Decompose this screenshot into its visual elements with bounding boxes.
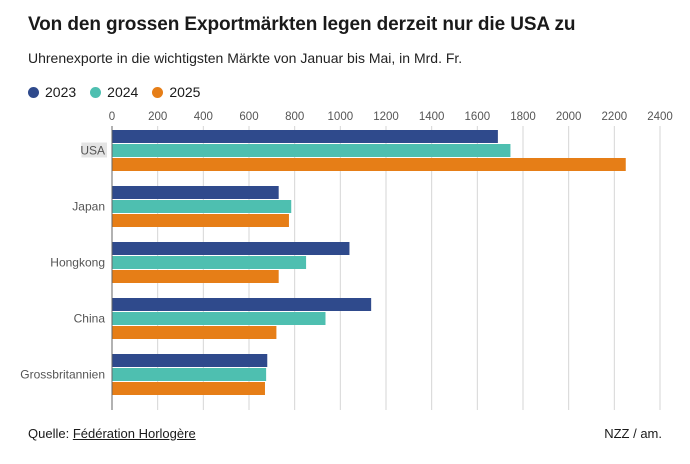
x-tick-label: 2400 xyxy=(647,111,673,123)
legend-item-2023: 2023 xyxy=(28,84,76,100)
legend-label-2025: 2025 xyxy=(169,84,201,100)
chart-subtitle: Uhrenexporte in die wichtigsten Märkte v… xyxy=(28,50,463,66)
chart-title: Von den grossen Exportmärkten legen derz… xyxy=(28,14,576,35)
category-label: China xyxy=(74,312,106,326)
source-link[interactable]: Fédération Horlogère xyxy=(72,426,196,441)
legend: 2023 2024 2025 xyxy=(28,84,200,100)
bar-2024 xyxy=(112,200,292,213)
x-tick-label: 800 xyxy=(285,111,304,123)
bar-2024 xyxy=(112,368,267,381)
category-label: Japan xyxy=(72,200,105,214)
legend-dot-2023 xyxy=(28,86,39,98)
bar-2023 xyxy=(112,354,268,367)
bar-2025 xyxy=(112,270,279,283)
x-tick-label: 2200 xyxy=(602,111,628,123)
x-tick-label: 2000 xyxy=(556,111,582,123)
bar-2023 xyxy=(112,242,350,255)
category-label: Hongkong xyxy=(50,256,105,270)
x-tick-label: 1800 xyxy=(510,111,536,123)
bar-2024 xyxy=(112,312,326,325)
bar-2023 xyxy=(112,186,279,199)
legend-dot-2025 xyxy=(152,86,164,98)
bar-2025 xyxy=(112,382,265,395)
category-label: Grossbritannien xyxy=(20,368,105,382)
x-tick-label: 0 xyxy=(109,111,115,123)
legend-dot-2024 xyxy=(90,86,102,98)
x-tick-label: 600 xyxy=(239,111,258,123)
legend-label-2023: 2023 xyxy=(45,84,77,100)
x-tick-label: 1000 xyxy=(328,111,354,123)
legend-label-2024: 2024 xyxy=(107,84,139,100)
credit: NZZ / am. xyxy=(604,426,662,441)
bar-2023 xyxy=(112,298,372,311)
category-highlight xyxy=(81,142,107,158)
x-tick-label: 1600 xyxy=(465,111,491,123)
source-note: Quelle: Fédération Horlogère xyxy=(28,426,196,441)
source-prefix: Quelle: xyxy=(28,426,70,441)
x-tick-label: 1200 xyxy=(373,111,399,123)
x-tick-label: 1400 xyxy=(419,111,445,123)
bar-2024 xyxy=(112,144,511,157)
category-label: USA xyxy=(80,144,105,158)
legend-item-2024: 2024 xyxy=(90,84,138,100)
bar-2023 xyxy=(112,130,498,143)
bar-2025 xyxy=(112,214,289,227)
bar-2024 xyxy=(112,256,307,269)
bar-2025 xyxy=(112,158,626,171)
legend-item-2025: 2025 xyxy=(152,84,200,100)
x-tick-label: 200 xyxy=(148,111,167,123)
x-tick-label: 400 xyxy=(194,111,213,123)
bar-2025 xyxy=(112,326,277,339)
